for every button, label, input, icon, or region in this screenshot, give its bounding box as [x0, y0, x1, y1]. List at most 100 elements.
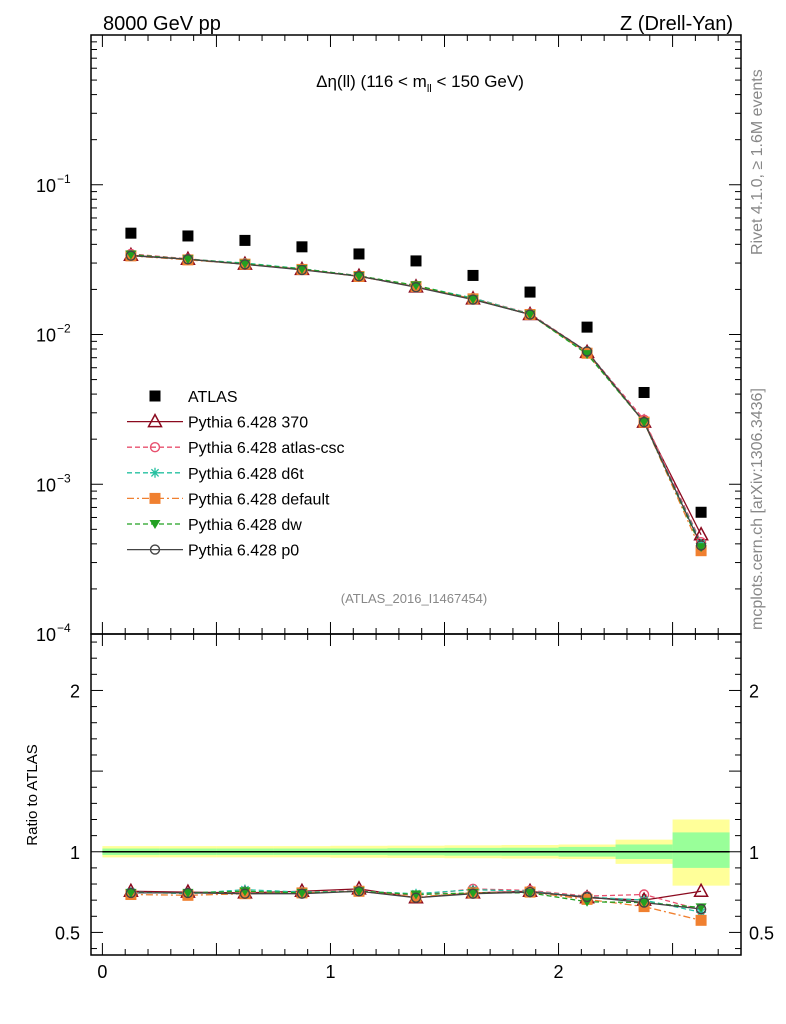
ratio-y-tick-label-right: 0.5	[749, 923, 774, 943]
ratio-series-point	[695, 914, 707, 926]
main-series-point	[296, 264, 308, 274]
ratio-series-point	[410, 892, 422, 903]
analysis-watermark: (ATLAS_2016_I1467454)	[341, 591, 487, 606]
mcplots-source-label: mcplots.cern.ch [arXiv:1306.3436]	[749, 388, 766, 630]
main-series-point	[638, 416, 650, 428]
title-subscript: ll	[427, 83, 432, 95]
legend-marker	[149, 544, 161, 555]
atlas-data-point	[581, 321, 593, 333]
ratio-series-line	[130, 890, 702, 909]
main-series-point	[695, 543, 707, 553]
atlas-data-point	[695, 506, 707, 518]
legend-marker	[149, 390, 161, 402]
header-left-label: 8000 GeV pp	[103, 13, 221, 35]
atlas-data-point	[524, 286, 536, 298]
ratio-y-tick-label: 0.5	[55, 923, 80, 943]
main-series-point	[182, 255, 194, 265]
x-tick-label: 1	[325, 962, 335, 982]
ratio-series-point	[695, 903, 707, 915]
x-tick-label: 0	[97, 962, 107, 982]
ratio-series-point	[296, 888, 308, 899]
legend-marker	[149, 442, 161, 453]
main-series-point	[182, 254, 194, 265]
main-series-point	[467, 294, 479, 305]
ratio-series-line	[130, 889, 702, 913]
rivet-version-label: Rivet 4.1.0, ≥ 1.6M events	[749, 69, 766, 255]
main-series-point	[581, 350, 593, 360]
ratio-series-point	[410, 890, 422, 900]
ratio-y-tick-label-right: 1	[749, 843, 759, 863]
main-series-point	[239, 259, 251, 269]
main-y-tick-label: 10	[36, 475, 56, 495]
title-text-end: < 150 GeV)	[432, 72, 524, 91]
main-y-tick-exponent: −3	[57, 471, 71, 485]
ratio-series-point	[467, 888, 479, 898]
ratio-stat-uncertainty-band	[672, 832, 730, 868]
ratio-series-point	[182, 888, 194, 898]
legend-label: Pythia 6.428 atlas-csc	[188, 440, 345, 457]
main-series-point	[125, 250, 137, 260]
ratio-series-point	[581, 891, 593, 903]
ratio-series-point	[125, 887, 137, 899]
ratio-series-point	[353, 887, 365, 897]
ratio-series-point	[638, 897, 650, 908]
main-y-tick-label: 10	[36, 625, 56, 645]
atlas-data-point	[239, 234, 251, 246]
legend-label: ATLAS	[188, 389, 238, 406]
main-series-point	[353, 271, 365, 282]
ratio-plot-frame	[90, 633, 742, 956]
main-y-tick-exponent: −2	[57, 322, 71, 336]
title-text: Δη(ll) (116 < m	[316, 72, 427, 91]
ratio-series-point	[693, 882, 709, 898]
legend-marker	[149, 492, 161, 504]
main-series-point	[467, 295, 479, 305]
plot-data-layer: 10 −110 −210 −310 −40 1 22 21 10.5 0.5ATLASPythia…	[36, 34, 774, 982]
ratio-series-point	[524, 886, 536, 898]
legend-label: Pythia 6.428 default	[188, 491, 330, 508]
legend-label: Pythia 6.428 p0	[188, 543, 299, 560]
ratio-series-point	[467, 888, 479, 899]
main-plot-title: Δη(ll) (116 < mll < 150 GeV)	[316, 72, 524, 95]
main-y-tick-exponent: −4	[57, 621, 71, 635]
atlas-data-point	[638, 386, 650, 398]
main-series-point	[125, 250, 137, 261]
ratio-y-tick-label-right: 2	[749, 681, 759, 701]
atlas-data-point	[467, 269, 479, 281]
legend-marker	[147, 413, 163, 428]
atlas-data-point	[353, 248, 365, 260]
atlas-data-point	[296, 241, 308, 253]
main-series-point	[581, 346, 593, 357]
main-y-tick-label: 10	[36, 176, 56, 196]
main-series-point	[353, 271, 365, 281]
main-series-point	[638, 418, 650, 428]
atlas-data-point	[125, 227, 137, 239]
legend-label: Pythia 6.428 370	[188, 415, 308, 432]
main-series-point	[410, 281, 422, 293]
legend-marker	[149, 520, 161, 529]
ratio-y-tick-label: 1	[70, 843, 80, 863]
main-series-point	[524, 309, 536, 320]
ratio-y-axis-label: Ratio to ATLAS	[24, 744, 41, 845]
ratio-series-point	[125, 888, 137, 898]
ratio-series-point	[353, 886, 365, 897]
legend-label: Pythia 6.428 dw	[188, 517, 302, 534]
ratio-series-line	[130, 888, 702, 911]
x-tick-label: 2	[554, 962, 564, 982]
atlas-data-point	[410, 255, 422, 267]
legend-marker	[150, 467, 160, 478]
main-y-tick-label: 10	[36, 326, 56, 346]
ratio-series-point	[638, 898, 650, 908]
plot-background-layer	[102, 819, 730, 886]
ratio-y-tick-label: 2	[70, 681, 80, 701]
header-right-label: Z (Drell-Yan)	[620, 13, 733, 35]
ratio-series-point	[239, 888, 251, 899]
atlas-data-point	[182, 230, 194, 242]
ratio-series-point	[524, 888, 536, 898]
legend-label: Pythia 6.428 d6t	[188, 466, 304, 483]
main-series-point	[524, 310, 536, 320]
ratio-series-point	[296, 888, 308, 898]
main-series-point	[239, 259, 251, 270]
ratio-series-point	[182, 887, 194, 899]
main-series-point	[695, 540, 707, 551]
main-series-point	[296, 264, 308, 276]
